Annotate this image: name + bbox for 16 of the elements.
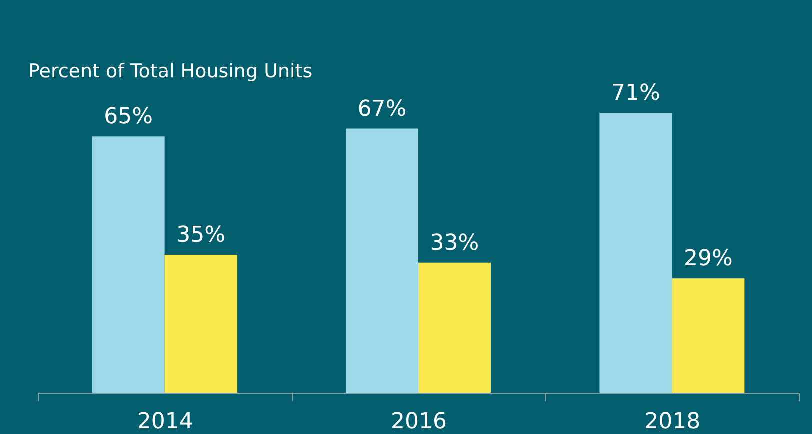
bar xyxy=(418,262,491,393)
y-axis-title: Percent of Total Housing Units xyxy=(28,60,313,82)
bar xyxy=(92,136,165,393)
bar xyxy=(672,278,745,393)
data-label: 67% xyxy=(358,96,407,122)
x-tick-label: 2016 xyxy=(391,410,447,434)
bar xyxy=(600,113,672,393)
bar xyxy=(164,254,238,393)
data-label: 71% xyxy=(611,81,660,106)
data-label: 35% xyxy=(176,222,226,248)
data-label: 33% xyxy=(430,230,480,256)
x-tick-label: 2018 xyxy=(644,410,701,434)
x-tick-label: 2014 xyxy=(137,410,194,434)
data-label: 65% xyxy=(104,104,154,130)
data-label: 29% xyxy=(684,246,733,272)
bar xyxy=(346,128,418,393)
